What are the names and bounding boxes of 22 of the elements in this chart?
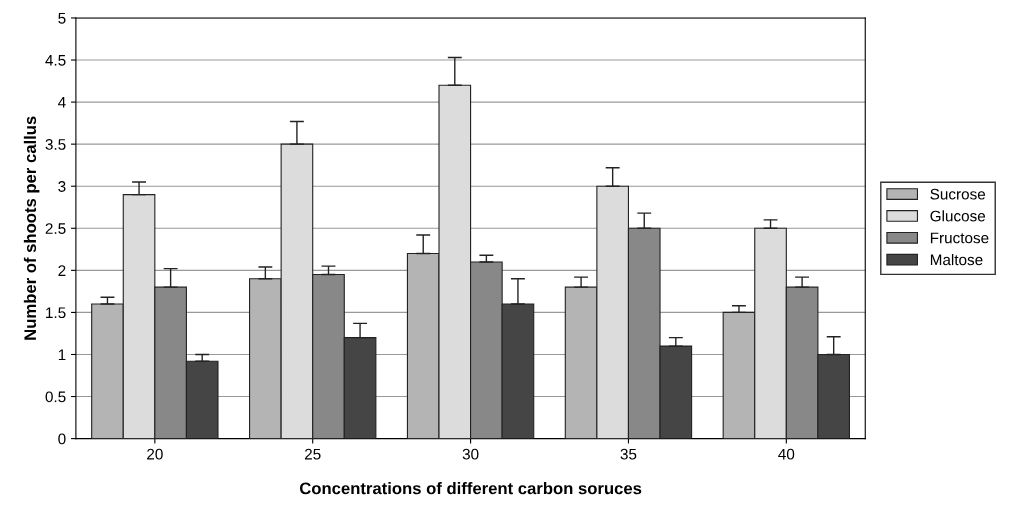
x-tick-label: 30 xyxy=(462,448,479,460)
y-tick-label: 4 xyxy=(58,97,66,108)
y-axis-title: Number of shoots per callus xyxy=(23,116,40,340)
y-tick-label: 4.5 xyxy=(45,55,66,66)
x-tick-label: 25 xyxy=(304,448,321,460)
legend-label: Sucrose xyxy=(930,188,986,200)
x-tick-label: 40 xyxy=(778,448,795,460)
y-tick-label: 3.5 xyxy=(45,139,66,150)
legend-label: Fructose xyxy=(930,232,989,244)
y-tick-label: 3 xyxy=(58,181,66,192)
y-tick-label: 2 xyxy=(58,265,66,276)
y-tick-label: 0 xyxy=(58,433,66,445)
x-tick-label: 35 xyxy=(620,448,637,460)
legend-label: Glucose xyxy=(930,210,986,222)
y-tick-label: 2.5 xyxy=(45,223,66,234)
x-tick-label: 20 xyxy=(147,448,163,460)
legend-label: Maltose xyxy=(930,253,983,266)
y-tick-label: 1.5 xyxy=(46,307,66,319)
y-tick-label: 1 xyxy=(58,349,66,361)
y-tick-label: 5 xyxy=(58,12,66,24)
y-tick-label: 0.5 xyxy=(45,391,66,403)
x-axis-title: Concentrations of different carbon soruces xyxy=(299,482,642,495)
